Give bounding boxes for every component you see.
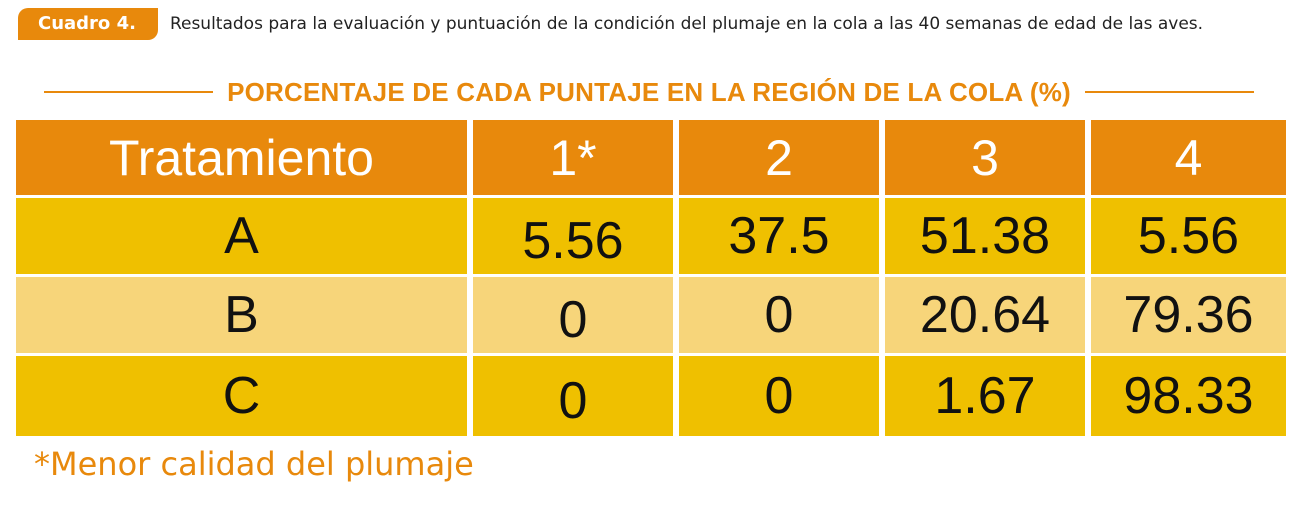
row-a-score-2: 37.5 — [679, 198, 879, 277]
footnote: *Menor calidad del plumaje — [34, 445, 474, 483]
table-number-badge: Cuadro 4. — [18, 8, 158, 40]
row-b-treatment: B — [16, 277, 467, 356]
row-c-score-3: 1.67 — [885, 356, 1085, 436]
row-a-score-4: 5.56 — [1091, 198, 1286, 277]
column-header-score-2: 2 — [679, 120, 879, 198]
row-b-score-3: 20.64 — [885, 277, 1085, 356]
row-c-treatment: C — [16, 356, 467, 436]
row-c-score-2: 0 — [679, 356, 879, 436]
column-header-treatment: Tratamiento — [16, 120, 467, 198]
column-header-score-1: 1* — [473, 120, 673, 198]
table-caption-header: Cuadro 4. Resultados para la evaluación … — [18, 6, 1203, 42]
column-header-score-3: 3 — [885, 120, 1085, 198]
column-header-score-4: 4 — [1091, 120, 1286, 198]
row-a-score-1: 5.56 — [473, 198, 673, 277]
section-title: PORCENTAJE DE CADA PUNTAJE EN LA REGIÓN … — [44, 72, 1254, 112]
row-b-score-1: 0 — [473, 277, 673, 356]
row-b-score-4: 79.36 — [1091, 277, 1286, 356]
results-table: Tratamiento 1* 2 3 4 A 5.56 37.5 51.38 5… — [16, 120, 1286, 436]
row-b-score-2: 0 — [679, 277, 879, 356]
row-c-score-1: 0 — [473, 356, 673, 436]
row-c-score-4: 98.33 — [1091, 356, 1286, 436]
section-title-text: PORCENTAJE DE CADA PUNTAJE EN LA REGIÓN … — [227, 76, 1071, 107]
left-divider — [44, 91, 214, 93]
row-a-treatment: A — [16, 198, 467, 277]
row-a-score-3: 51.38 — [885, 198, 1085, 277]
right-divider — [1084, 91, 1254, 93]
table-caption: Resultados para la evaluación y puntuaci… — [169, 14, 1204, 34]
